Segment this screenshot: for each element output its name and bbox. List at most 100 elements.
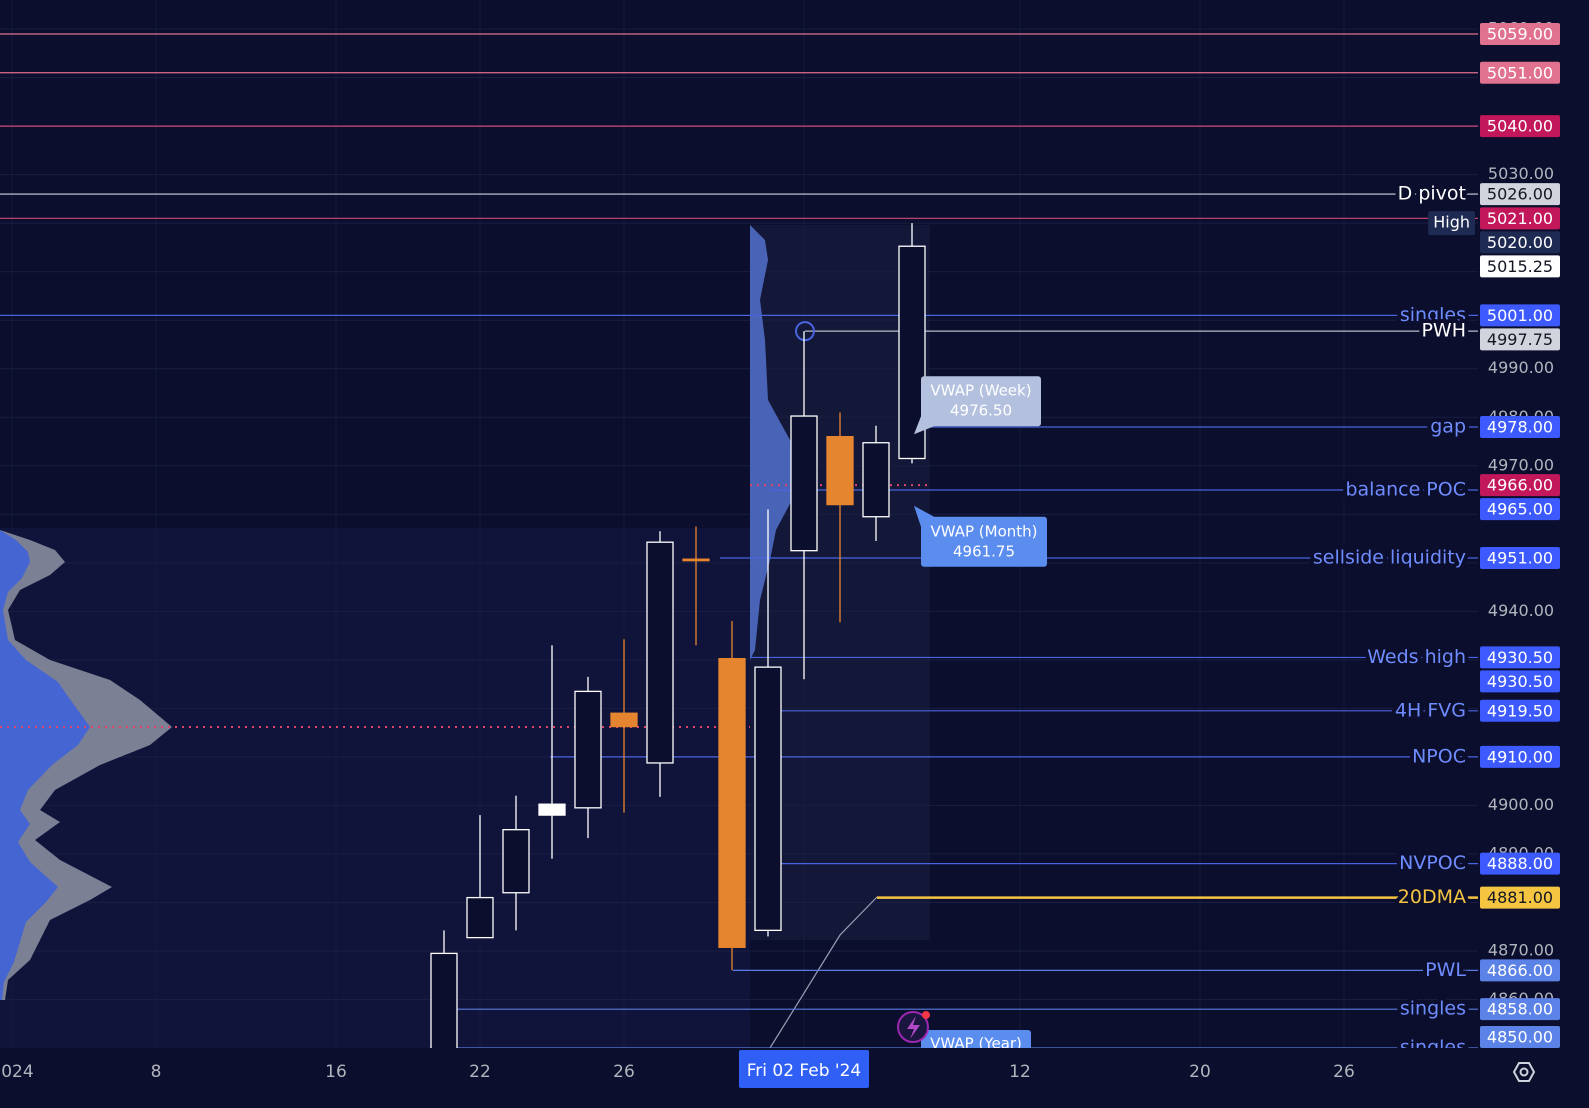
callout-name: VWAP (Week) [930, 382, 1031, 400]
callout: VWAP (Week) 4976.50 [914, 376, 1041, 435]
price-box [1480, 546, 1560, 569]
candle-body [610, 712, 638, 728]
price-box-label: 5040.00 [1487, 117, 1553, 136]
price-box-label: 4881.00 [1487, 888, 1553, 907]
level-name: PWL [1425, 959, 1466, 981]
settings-hexagon[interactable] [1512, 1062, 1536, 1082]
volume-profile [750, 225, 802, 660]
callout-pointer [914, 505, 934, 527]
price-box-label: 5051.00 [1487, 63, 1553, 82]
x-tick-label: 8 [151, 1062, 162, 1082]
candle-body [790, 415, 818, 552]
price-box-label: 4930.50 [1487, 672, 1553, 691]
price-box [1480, 115, 1560, 138]
candle-body [754, 666, 782, 931]
x-tick-label: Fri 02 Feb '24 [747, 1061, 862, 1081]
x-tick-label: 16 [325, 1062, 347, 1082]
y-tick-label: 4870.00 [1488, 940, 1554, 959]
callout: VWAP (Month) 4961.75 [914, 505, 1047, 567]
level-name: gap [1430, 415, 1466, 437]
level-name: 20DMA [1398, 886, 1466, 908]
price-box-label: 4919.50 [1487, 701, 1553, 720]
x-tick-label: 2024 [0, 1062, 34, 1082]
y-tick-label: 4970.00 [1488, 455, 1554, 474]
alert-dot [922, 1011, 930, 1019]
price-box-label: 5026.00 [1487, 185, 1553, 204]
price-box [1480, 231, 1560, 254]
price-box [1480, 498, 1560, 521]
level-name: NPOC [1412, 745, 1466, 767]
price-box-label: 4930.50 [1487, 648, 1553, 667]
candle-body [682, 558, 710, 562]
candle-body [466, 896, 494, 939]
level-name: singles [1400, 1037, 1466, 1059]
price-box [1480, 886, 1560, 909]
candle-body [538, 803, 566, 816]
volume-profile [0, 530, 90, 1000]
level-name: High [1433, 213, 1470, 232]
callout-name: VWAP (Year) [930, 1035, 1022, 1053]
callout-box [921, 516, 1047, 567]
level-name: NVPOC [1399, 852, 1466, 874]
price-box [1480, 1026, 1560, 1048]
price-box [1480, 22, 1560, 45]
price-box [1480, 699, 1560, 722]
price-box-label: 4965.00 [1487, 500, 1553, 519]
price-box [1480, 415, 1560, 438]
price-box-label: 4997.75 [1487, 330, 1553, 349]
y-tick-label: 4940.00 [1488, 601, 1554, 620]
y-tick-label: 5030.00 [1488, 164, 1554, 183]
price-box-label: 4850.00 [1487, 1028, 1553, 1047]
x-tick-label: 22 [469, 1062, 491, 1082]
price-box [1480, 328, 1560, 351]
y-tick-label: 4990.00 [1488, 358, 1554, 377]
price-box [1480, 474, 1560, 497]
price-box [1480, 959, 1560, 982]
level-name: 4H FVG [1395, 699, 1466, 721]
level-name: balance POC [1345, 479, 1466, 501]
candle-body [826, 436, 854, 506]
price-box [1480, 207, 1560, 230]
levels [0, 33, 1478, 1048]
price-box [1480, 670, 1560, 693]
callout-value: 4961.75 [953, 542, 1015, 560]
candle-body [718, 657, 746, 948]
level-name-box [1428, 211, 1475, 236]
callout-box [921, 376, 1041, 427]
price-box [1480, 255, 1560, 278]
level-name: Weds high [1367, 646, 1466, 668]
price-box-label: 4951.00 [1487, 548, 1553, 567]
callout: VWAP (Year) [921, 1030, 1031, 1053]
price-box-label: 4910.00 [1487, 747, 1553, 766]
profile-region [0, 528, 750, 1048]
y-tick-label: 4900.00 [1488, 795, 1554, 814]
candle-body [502, 829, 530, 894]
price-box-label: 5021.00 [1487, 209, 1553, 228]
time-axis: 2024 8 16 22 26 Fri 02 Feb '24 12 20 26 [0, 1050, 1355, 1088]
price-box-label: 4978.00 [1487, 417, 1553, 436]
price-box-label: 5001.00 [1487, 306, 1553, 325]
level-name: singles [1400, 998, 1466, 1020]
level-marker [795, 321, 815, 342]
level-name: singles [1400, 304, 1466, 326]
candle-body [574, 690, 602, 809]
price-box [1480, 61, 1560, 84]
callout-name: VWAP (Month) [930, 522, 1037, 540]
x-tick-label: 12 [1009, 1062, 1031, 1082]
candle-body [862, 442, 890, 518]
alert-icon-bolt [907, 1016, 920, 1039]
price-box [1480, 745, 1560, 768]
settings-icon[interactable] [1512, 1062, 1536, 1082]
price-axis: 4860.004870.004880.004890.004900.004910.… [1480, 19, 1560, 1048]
price-box-label: 4888.00 [1487, 854, 1553, 873]
level-name: sellside liquidity [1313, 546, 1466, 568]
x-tick-label: 26 [1333, 1062, 1355, 1082]
price-box-label: 5020.00 [1487, 233, 1553, 252]
x-tick-label: 26 [613, 1062, 635, 1082]
callout-value: 4976.50 [950, 402, 1012, 420]
x-tick-label: 20 [1189, 1062, 1211, 1082]
price-box [1480, 998, 1560, 1021]
